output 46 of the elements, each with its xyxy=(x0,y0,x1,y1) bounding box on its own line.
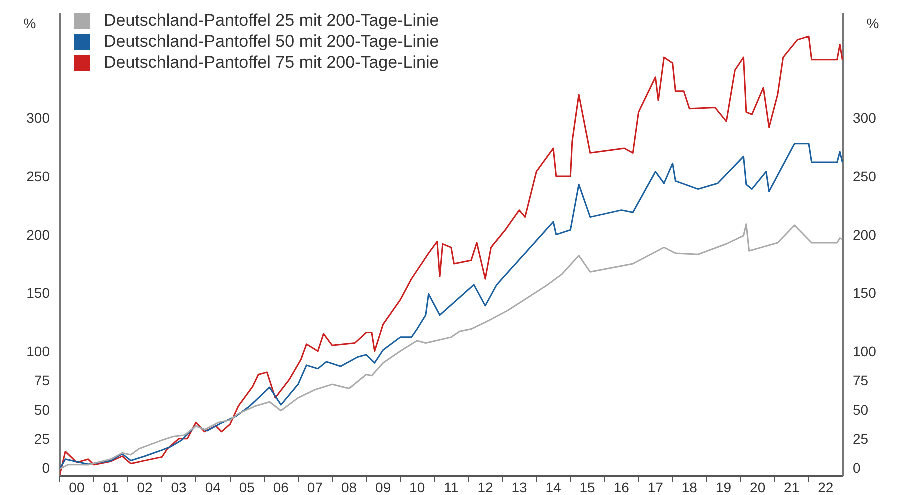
y2-tick-label: 200 xyxy=(853,226,877,243)
y-tick-label: 50 xyxy=(34,402,50,418)
x-tick-label: 10 xyxy=(410,479,426,495)
x-tick-label: 06 xyxy=(273,479,290,495)
y-tick-label: 0 xyxy=(42,460,50,476)
y2-tick-label: 300 xyxy=(853,110,877,126)
x-tick-label: 14 xyxy=(546,479,562,495)
legend-label: Deutschland-Pantoffel 75 mit 200-Tage-Linie xyxy=(104,52,440,73)
y-tick-label: 200 xyxy=(26,226,50,243)
y-tick-label: 250 xyxy=(26,168,50,185)
y2-tick-label: 50 xyxy=(853,402,869,418)
x-tick-label: 21 xyxy=(784,479,800,495)
y2-axis-title: % xyxy=(866,15,880,32)
y-tick-label: 75 xyxy=(34,372,50,389)
x-tick-label: 11 xyxy=(444,479,459,495)
legend-label: Deutschland-Pantoffel 25 mit 200-Tage-Linie xyxy=(104,10,440,31)
x-tick-label: 19 xyxy=(716,479,732,495)
y-axis-title: % xyxy=(24,15,36,32)
y2-tick-label: 25 xyxy=(853,430,869,447)
x-tick-label: 15 xyxy=(580,479,596,495)
y-tick-label: 300 xyxy=(26,110,50,126)
x-tick-label: 08 xyxy=(342,479,358,495)
y-tick-label: 25 xyxy=(34,430,50,447)
x-tick-label: 20 xyxy=(750,479,766,495)
x-tick-label: 16 xyxy=(614,479,630,495)
x-tick-label: 09 xyxy=(376,479,392,495)
x-tick-label: 00 xyxy=(69,479,85,495)
y-tick-label: 100 xyxy=(26,343,50,360)
x-tick-label: 18 xyxy=(682,479,698,495)
x-tick-label: 22 xyxy=(818,479,834,495)
x-tick-label: 02 xyxy=(137,479,153,495)
x-tick-label: 17 xyxy=(648,479,664,495)
x-tick-label: 07 xyxy=(307,479,324,495)
x-tick-label: 03 xyxy=(171,479,188,495)
x-tick-label: 05 xyxy=(239,479,256,495)
y2-tick-label: 150 xyxy=(853,285,877,302)
x-tick-label: 04 xyxy=(205,479,222,495)
x-tick-label: 13 xyxy=(512,479,528,495)
y-tick-label: 150 xyxy=(26,285,50,302)
legend-label: Deutschland-Pantoffel 50 mit 200-Tage-Linie xyxy=(104,31,440,52)
y2-tick-label: 0 xyxy=(853,460,861,476)
x-tick-label: 01 xyxy=(103,479,119,495)
y2-tick-label: 75 xyxy=(853,372,869,389)
y2-tick-label: 100 xyxy=(853,343,877,360)
y2-tick-label: 250 xyxy=(853,168,877,185)
x-tick-label: 12 xyxy=(478,479,494,495)
